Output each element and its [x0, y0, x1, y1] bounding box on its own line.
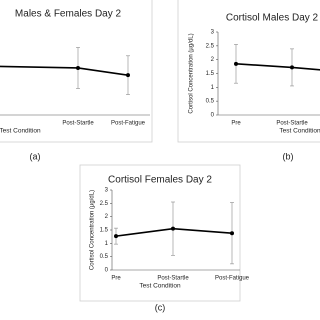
y-tick-label: 1.5	[100, 228, 109, 234]
data-point	[290, 65, 294, 70]
panel-frame	[0, 0, 153, 143]
data-line	[235, 63, 320, 71]
chart-title: Cortisol Males Day 2	[226, 13, 319, 24]
chart-title: Cortisol Females Day 2	[108, 175, 212, 186]
data-point	[171, 226, 175, 231]
data-line	[0, 65, 129, 76]
y-tick-label: 2.5	[206, 43, 215, 49]
data-point	[234, 61, 238, 66]
x-axis-title: Test Condition	[0, 128, 41, 135]
y-tick-label: 1.5	[206, 71, 215, 77]
y-tick-label: 0.5	[206, 99, 215, 105]
panel-label: (b)	[283, 151, 294, 161]
x-tick-label: Pre	[111, 276, 121, 282]
y-tick-label: 0	[105, 268, 109, 274]
y-tick-label: 0.5	[100, 254, 109, 260]
y-tick-label: 1	[105, 241, 109, 247]
x-tick-label: Post-Startle	[157, 276, 189, 282]
y-tick-label: 0	[211, 113, 215, 119]
x-tick-label: Post-Fatigue	[111, 121, 146, 127]
y-axis-title: Cortisol Concentration (µg/dL)	[189, 33, 195, 113]
x-tick-label: Post-Startle	[276, 121, 308, 127]
panel-label: (c)	[155, 302, 166, 312]
panel-label: (a)	[30, 151, 41, 161]
data-point	[114, 234, 118, 239]
chart-title: Males & Females Day 2	[15, 9, 122, 20]
data-point	[230, 231, 234, 236]
y-tick-label: 3	[105, 188, 109, 194]
data-point	[126, 73, 130, 78]
y-tick-label: 3	[211, 30, 215, 36]
panel-frame	[79, 164, 241, 302]
x-tick-label: Post-Fatigue	[215, 276, 250, 282]
y-tick-label: 2	[211, 57, 215, 63]
y-tick-label: 2.5	[100, 201, 109, 207]
data-point	[76, 65, 80, 70]
x-tick-label: Pre	[231, 121, 241, 127]
y-tick-label: 2	[105, 214, 109, 220]
panel-frame	[177, 0, 320, 143]
x-axis-title: Test Condition	[139, 283, 181, 290]
y-tick-label: 1	[211, 85, 215, 91]
x-tick-label: Post-Startle	[62, 121, 94, 127]
y-axis-title: Cortisol Concentration (µg/dL)	[90, 190, 96, 270]
x-axis-title: Test Condition	[279, 128, 320, 135]
